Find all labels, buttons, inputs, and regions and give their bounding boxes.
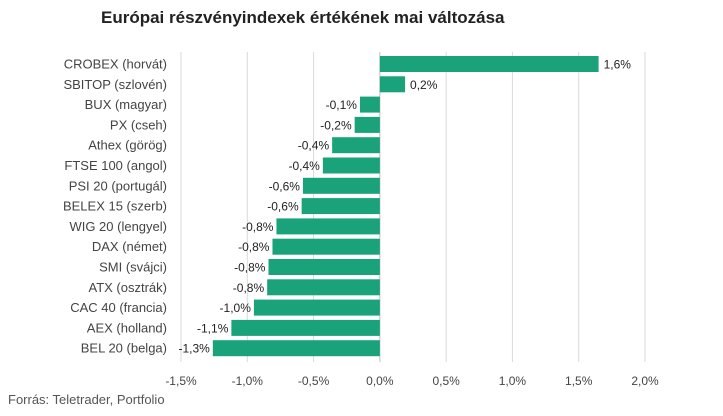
bars: [212, 56, 599, 357]
value-label: -0,2%: [320, 118, 352, 132]
value-label: -0,8%: [234, 261, 266, 275]
bar: [359, 96, 380, 113]
bar: [379, 56, 599, 72]
category-label: BEL 20 (belga): [81, 341, 167, 356]
gridlines: [180, 52, 646, 362]
bar: [231, 319, 380, 336]
bar-chart: CROBEX (horvát) SBITOP (szlovén) BUX (magy…: [63, 52, 659, 388]
category-label: WIG 20 (lengyel): [69, 219, 167, 234]
category-label: PSI 20 (portugál): [69, 178, 167, 193]
value-label: -0,8%: [242, 220, 274, 234]
category-label: ATX (osztrák): [89, 280, 168, 295]
category-label: BUX (magyar): [85, 97, 167, 112]
category-label: SMI (svájci): [99, 260, 167, 275]
bar: [379, 76, 406, 93]
value-label: -0,6%: [267, 200, 299, 214]
category-label: CROBEX (horvát): [64, 57, 167, 72]
bar: [253, 299, 380, 316]
category-label: Athex (görög): [88, 138, 167, 153]
value-label: -0,8%: [233, 281, 265, 295]
x-tick-label: 1,0%: [499, 374, 527, 388]
x-tick-label: 0,0%: [366, 374, 394, 388]
category-label: BELEX 15 (szerb): [63, 199, 167, 214]
x-tick-label: 1,5%: [565, 374, 593, 388]
value-label: -0,1%: [326, 98, 358, 112]
value-label: -0,4%: [298, 139, 330, 153]
bar: [332, 137, 380, 154]
category-label: SBITOP (szlovén): [63, 77, 167, 92]
x-tick-label: 0,5%: [432, 374, 460, 388]
category-label: PX (cseh): [110, 117, 167, 132]
category-label: CAC 40 (francia): [70, 300, 167, 315]
bar: [267, 279, 380, 296]
value-label: -0,4%: [288, 159, 320, 173]
bar: [212, 340, 380, 357]
chart-title: Európai részvényindexek értékének mai vá…: [101, 8, 505, 27]
category-label: DAX (német): [92, 239, 167, 254]
bar: [301, 198, 380, 215]
x-tick-label: -1,0%: [232, 374, 264, 388]
category-label: AEX (holland): [87, 320, 167, 335]
bar: [354, 116, 380, 133]
x-axis-ticks: -1,5% -1,0% -0,5% 0,0% 0,5% 1,0% 1,5% 2,0%: [165, 374, 659, 388]
value-labels: 1,6% 0,2% -0,1% -0,2% -0,4% -0,4% -0,6% -0,6% -0…: [178, 58, 631, 356]
bar: [276, 218, 380, 235]
value-label: 1,6%: [604, 58, 632, 72]
bar: [272, 238, 380, 255]
bar: [302, 177, 380, 194]
category-labels: CROBEX (horvát) SBITOP (szlovén) BUX (magy…: [63, 57, 167, 356]
bar: [268, 259, 380, 275]
bar: [322, 157, 380, 174]
x-tick-label: -0,5%: [298, 374, 330, 388]
value-label: -1,0%: [220, 301, 252, 315]
value-label: -0,6%: [269, 179, 301, 193]
x-tick-label: -1,5%: [165, 374, 197, 388]
value-label: -0,8%: [238, 240, 270, 254]
value-label: -1,1%: [197, 321, 229, 335]
value-label: -1,3%: [178, 342, 210, 356]
value-label: 0,2%: [410, 78, 438, 92]
x-tick-label: 2,0%: [631, 374, 659, 388]
category-label: FTSE 100 (angol): [64, 158, 167, 173]
source-note: Forrás: Teletrader, Portfolio: [8, 392, 165, 407]
